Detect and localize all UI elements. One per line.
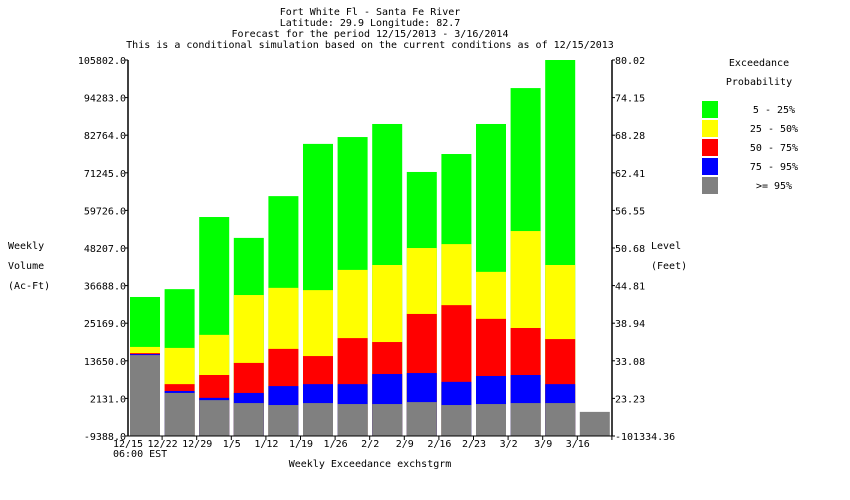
left-tick-label: 36688.0 [84,282,126,293]
legend-label: 75 - 95% [750,162,798,173]
right-tick-label: -101334.36 [615,432,675,443]
title-line: Forecast for the period 12/15/2013 - 3/1… [232,29,509,40]
legend-title: Exceedance [729,58,789,69]
left-tick-label: 94283.0 [84,94,126,105]
x-tick-label: 1/12 [254,439,278,450]
x-tick-label: 1/5 [223,439,241,450]
bar-segment--95- [199,400,230,436]
right-tick-label: 44.81 [615,282,645,293]
bar-segment--95- [476,404,506,436]
left-tick-label: 48207.0 [84,244,126,255]
right-tick-label: 80.02 [615,56,645,67]
legend-swatch [702,177,718,194]
left-tick-label: 2131.0 [90,394,126,405]
right-tick-label: 74.15 [615,94,645,105]
legend-swatch [702,139,718,156]
left-tick-label: 71245.0 [84,169,126,180]
left-tick-label: 25169.0 [84,319,126,330]
left-tick-label: 13650.0 [84,357,126,368]
chart-title: Fort White Fl - Santa Fe RiverLatitude: … [126,7,614,51]
left-axis-label: (Ac-Ft) [8,281,50,292]
left-tick-label: 82764.0 [84,131,126,142]
left-tick-label: 105802.0 [78,56,126,67]
x-tick-label: 1/19 [289,439,313,450]
title-line: Fort White Fl - Santa Fe River [280,7,461,18]
legend-swatch [702,158,718,175]
bars [130,60,610,437]
bar-segment--95- [372,404,403,436]
title-line: Latitude: 29.9 Longitude: 82.7 [280,18,461,29]
x-tick-label: 3/16 [566,439,590,450]
right-axis-label: Level [651,241,681,252]
right-tick-label: 38.94 [615,319,645,330]
x-tick-label: 2/9 [396,439,414,450]
x-tick-label: 2/2 [361,439,379,450]
bar-segment--95- [441,405,472,436]
bar-segment--95- [510,403,541,436]
bar-segment--95- [164,392,195,436]
x-tick-label: 12/15 [113,439,143,450]
right-axis-label: (Feet) [651,261,687,272]
x-axis-label: Weekly Exceedance exchstgrm [289,459,452,470]
left-axis-label: Volume [8,261,44,272]
legend-swatch [702,120,718,137]
right-tick-label: 50.68 [615,244,645,255]
x-tick-label: 3/9 [534,439,552,450]
right-tick-label: 23.23 [615,394,645,405]
legend-label: 5 - 25% [753,105,795,116]
left-tick-label: 59726.0 [84,206,126,217]
x-tick-label: 12/29 [182,439,212,450]
axes: 105802.0 94283.0 82764.0 71245.0 59726.0 4820… [8,56,687,470]
title-line: This is a conditional simulation based o… [126,40,614,51]
x-sublabel: 06:00 EST [113,449,167,460]
bar-segment--95- [303,403,333,436]
legend-label: >= 95% [756,181,792,192]
bar-segment--95- [130,355,160,436]
bar-segment--95- [545,403,576,436]
legend-label: 50 - 75% [750,143,798,154]
bar-segment--95- [268,405,299,436]
x-tick-label: 2/16 [427,439,451,450]
right-tick-label: 62.41 [615,169,645,180]
bar-segment--95- [233,403,264,436]
right-tick-label: 56.55 [615,206,645,217]
x-tick-label: 3/2 [500,439,518,450]
legend-swatch [702,101,718,118]
bar-segment--95- [579,411,610,436]
bar-segment--95- [406,402,437,436]
x-tick-label: 1/26 [324,439,348,450]
legend-label: 25 - 50% [750,124,798,135]
bar-segment--95- [337,404,368,436]
x-tick-label: 2/23 [462,439,486,450]
right-tick-label: 33.08 [615,357,645,368]
left-tick-label: -9388.0 [84,432,126,443]
left-axis-label: Weekly [8,241,44,252]
legend: Exceedance Probability 5 - 25% 25 - 50% 50 -… [702,58,798,194]
x-tick-label: 12/22 [148,439,178,450]
right-tick-label: 68.28 [615,131,645,142]
legend-title: Probability [726,77,792,88]
